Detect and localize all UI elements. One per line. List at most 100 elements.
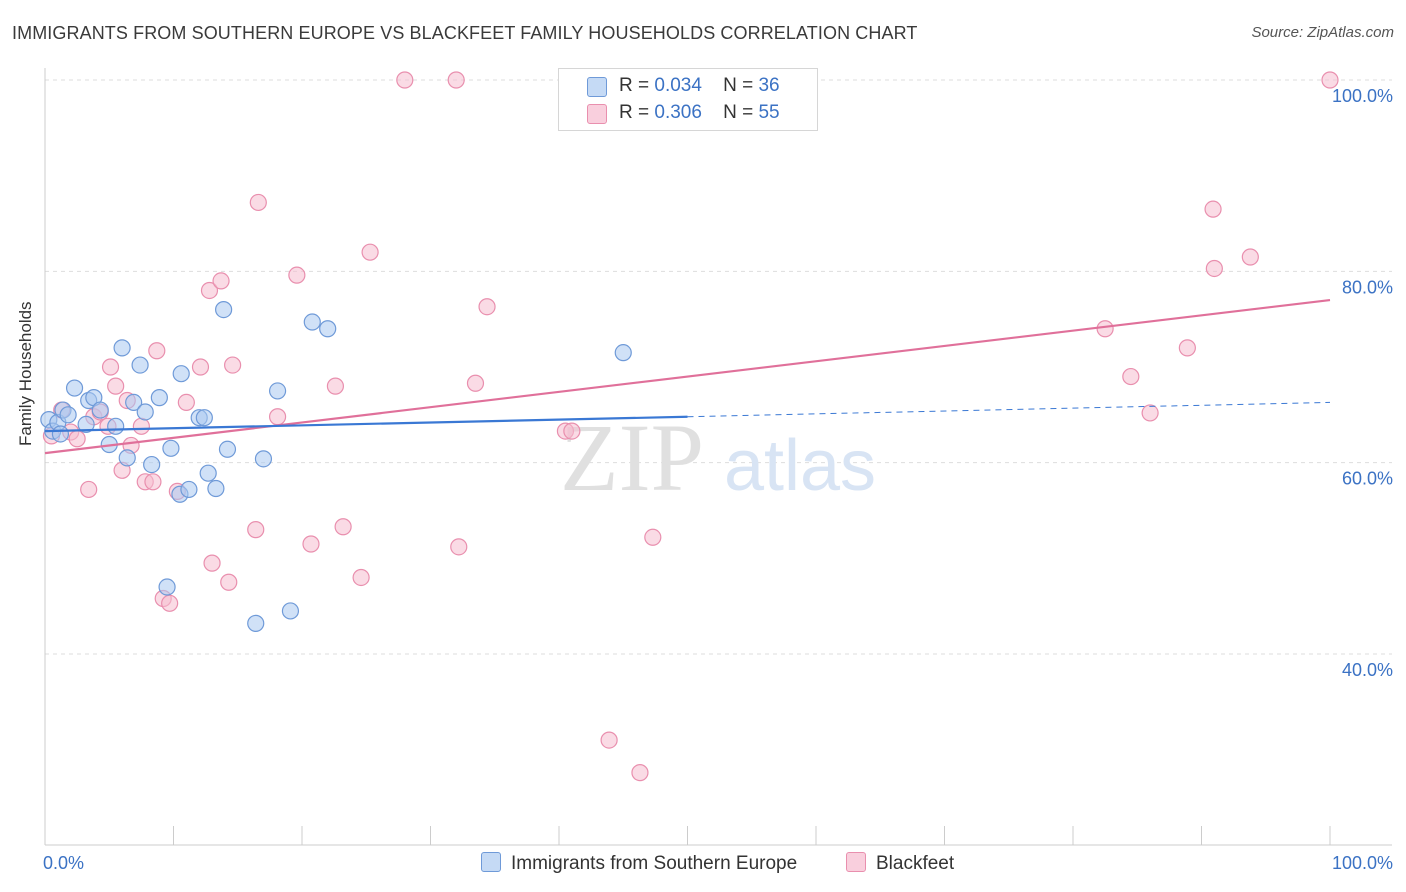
blackfeet-trend-line [44,298,1331,455]
blackfeet-point [1122,367,1140,386]
blackfeet-point [80,480,98,499]
x-tick-label: 0.0% [43,853,84,873]
series-legend-blackfeet: Blackfeet [846,852,954,875]
blackfeet-point [148,342,166,360]
legend-r-label: R = [619,75,650,96]
southern-europe-point [319,320,337,338]
blackfeet-point [101,358,120,376]
southern-europe-point [150,389,168,407]
southern-europe-point [59,406,77,424]
series-swatch-blue [481,852,501,872]
southern-europe-point [218,440,237,458]
watermark-zip: ZIP [560,404,704,511]
blackfeet-point [326,377,345,395]
blackfeet-point [200,281,219,300]
source-label: Source: ZipAtlas.com [1251,24,1394,41]
southern-europe-point [172,365,190,383]
southern-europe-point [281,602,300,620]
southern-europe-point [113,339,131,357]
blackfeet-point [450,538,468,556]
southern-europe-points [40,301,632,632]
blackfeet-point [107,377,125,395]
southern-europe-point [207,479,225,498]
southern-europe-point [180,480,198,499]
southern-europe-point [77,415,95,433]
legend-n-label: N = [723,75,754,96]
blackfeet-point [334,518,352,536]
blackfeet-point [631,764,649,782]
blackfeet-point [361,243,379,261]
series-legend-southern-europe: Immigrants from Southern Europe [481,852,797,875]
legend-swatch-pink [587,104,607,124]
southern-europe-point [118,449,136,467]
legend-r-value: 0.034 [654,75,702,96]
y-axis-label: Family Households [16,301,35,446]
blackfeet-point [600,731,618,749]
blackfeet-point [1321,71,1339,89]
southern-europe-point [136,403,154,421]
blackfeet-point [447,71,465,89]
legend-n-label: N = [723,102,754,123]
chart-title: IMMIGRANTS FROM SOUTHERN EUROPE VS BLACK… [12,23,918,43]
watermark-atlas: atlas [724,426,876,506]
southern-europe-point [51,425,70,443]
y-tick-label: 60.0% [1342,469,1393,489]
blackfeet-point [1178,339,1196,357]
blackfeet-point [288,266,306,284]
southern-europe-point [107,417,125,435]
trend-lines [44,298,1331,455]
blackfeet-point [247,521,265,539]
blackfeet-point [1141,404,1159,422]
correlation-legend: R = 0.034 N = 36 R = 0.306 N = 55 [558,68,818,131]
blackfeet-point [302,535,320,553]
blackfeet-point [68,430,86,448]
series-name: Blackfeet [876,853,955,874]
legend-r-value: 0.306 [654,102,702,123]
blackfeet-point [1241,248,1259,266]
blackfeet-point [478,298,496,316]
blackfeet-point [220,573,238,591]
blackfeet-point [396,71,414,89]
southern-europe-point [215,301,233,319]
blackfeet-point [563,422,581,440]
axes [44,68,1392,846]
gridlines [45,79,1392,655]
blackfeet-point [132,417,150,435]
southern-europe-point [125,393,143,411]
x-tick-label: 100.0% [1332,853,1393,873]
y-tick-label: 40.0% [1342,660,1393,680]
blackfeet-point [249,193,267,212]
series-swatch-pink [846,852,866,872]
southern-europe-trend-extension [687,401,1331,418]
blackfeet-point [203,554,221,572]
blackfeet-point [352,568,370,587]
blackfeet-point [466,374,485,392]
southern-europe-point [199,464,217,482]
blackfeet-point [1096,320,1114,338]
southern-europe-point [158,578,176,596]
series-name: Immigrants from Southern Europe [511,853,798,874]
blackfeet-point [212,272,230,290]
blackfeet-point [144,473,162,491]
blackfeet-point [191,358,210,376]
southern-europe-point [247,614,265,632]
southern-europe-point [268,382,287,400]
southern-europe-point [303,313,321,331]
blackfeet-points [42,71,1339,782]
blackfeet-point [177,393,195,411]
southern-europe-point [614,344,632,362]
blackfeet-point [224,356,242,374]
southern-europe-point [143,455,161,474]
southern-europe-point [65,379,84,397]
legend-n-value: 55 [758,102,780,123]
southern-europe-point [162,439,180,457]
blackfeet-point [1205,259,1223,278]
y-tick-label: 100.0% [1332,86,1393,106]
blackfeet-point [161,594,179,612]
blackfeet-point [1204,200,1222,218]
tick-labels: 40.0% 60.0% 80.0% 100.0% 0.0% 100.0% [43,86,1393,873]
blackfeet-point [268,408,287,426]
legend-r-label: R = [619,102,650,123]
southern-europe-point [131,356,149,374]
